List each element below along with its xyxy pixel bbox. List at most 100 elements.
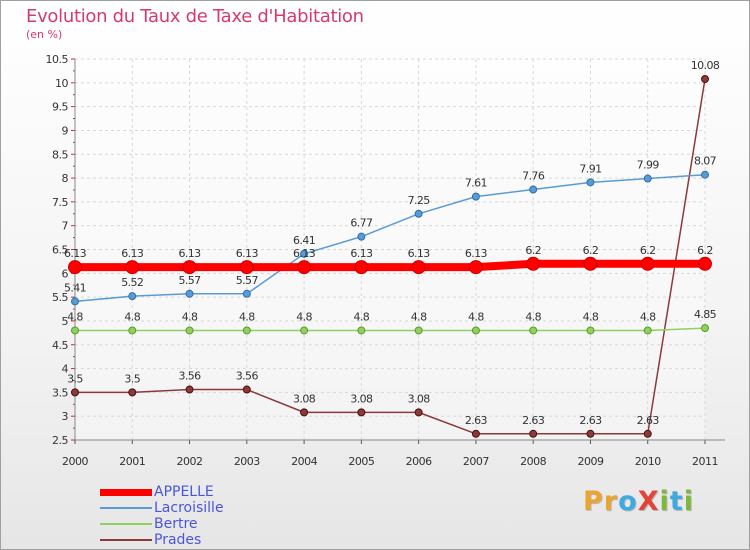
legend-swatch [100,539,152,541]
data-label-prades: 3.08 [408,392,431,405]
data-label-prades: 3.5 [67,372,83,385]
data-point-lacroisille [357,232,366,241]
data-point-lacroisille [71,297,79,306]
chart-subtitle: (en %) [26,28,63,41]
data-label-bertre: 4.8 [296,310,312,323]
data-label-appelle: 6.13 [350,247,373,260]
y-tick-label: 10 [55,77,68,90]
data-label-prades: 3.5 [124,372,140,385]
data-point-prades [71,388,79,397]
data-labels: 6.13 6.13 6.13 6.13 6.13 6.13 6.13 6.13 6.2 6.2 6.… [64,59,720,427]
legend-label: Bertre [154,516,198,532]
y-tick-label: 7.5 [52,196,68,209]
data-label-lacroisille: 7.25 [408,194,431,207]
data-label-prades: 3.08 [293,392,316,405]
data-label-lacroisille: 8.07 [694,155,717,168]
data-point-appelle [411,260,426,275]
y-tick-label: 2.5 [52,434,68,447]
x-tick-label: 2000 [62,455,88,468]
x-tick-label: 2008 [520,455,546,468]
y-tick-label: 6 [62,267,69,280]
data-label-prades: 10.08 [691,59,720,72]
x-tick-label: 2002 [177,455,203,468]
data-label-lacroisille: 7.91 [579,162,601,175]
data-point-appelle [698,256,712,271]
logo-letter: X [637,486,660,517]
data-label-lacroisille: 5.52 [121,276,143,289]
data-label-appelle: 6.2 [583,244,599,257]
data-point-lacroisille [300,249,309,258]
data-point-prades [185,385,194,394]
data-point-appelle [468,260,483,275]
data-point-bertre [643,326,652,335]
data-label-prades: 2.63 [637,414,660,427]
data-point-appelle [297,260,312,275]
data-point-appelle [583,256,598,271]
logo-letter: i [659,486,670,517]
legend-label: Lacroisille [154,500,224,516]
series-line-appelle [75,259,705,272]
x-tick-label: 2011 [692,455,718,468]
x-tick-label: 2009 [577,455,603,468]
data-point-appelle [526,256,541,271]
data-label-lacroisille: 7.99 [637,159,660,172]
data-point-bertre [414,326,423,335]
legend-swatch [100,523,152,525]
data-label-lacroisille: 5.57 [236,274,259,287]
data-point-lacroisille [643,174,652,183]
data-label-bertre: 4.8 [583,310,599,323]
logo-letter: o [618,486,638,517]
data-point-bertre [529,326,538,335]
data-label-appelle: 6.13 [293,247,316,260]
data-point-prades [643,429,652,438]
series-line-prades [75,78,706,435]
data-label-lacroisille: 5.57 [178,274,201,287]
data-point-prades [586,429,595,438]
y-tick-label: 3 [62,410,69,423]
x-tick-label: 2007 [463,455,489,468]
data-label-bertre: 4.8 [640,310,656,323]
data-label-lacroisille: 5.41 [64,281,86,294]
data-label-appelle: 6.13 [465,247,488,260]
proxiti-logo: ProXiti [583,486,694,517]
y-tick-label: 7 [62,220,69,233]
data-point-prades [471,429,480,438]
data-label-prades: 2.63 [579,414,602,427]
x-tick-label: 2004 [291,455,317,468]
y-tick-label: 5 [62,315,69,328]
chart-title: Evolution du Taux de Taxe d'Habitation [26,6,364,27]
data-label-lacroisille: 6.41 [293,234,315,247]
data-label-appelle: 6.13 [64,247,87,260]
grid [74,58,706,441]
data-label-appelle: 6.2 [697,244,713,257]
data-label-prades: 3.08 [350,392,373,405]
y-tick-label: 10.5 [46,53,69,66]
series-line-lacroisille [74,173,706,303]
data-label-appelle: 6.13 [121,247,144,260]
data-label-prades: 3.56 [178,370,201,383]
data-point-prades [300,408,309,417]
data-label-prades: 2.63 [522,414,545,427]
data-point-appelle [640,256,655,271]
x-tick-label: 2010 [635,455,661,468]
logo-letter: r [603,486,619,517]
data-point-appelle [125,260,140,275]
data-point-lacroisille [471,192,480,201]
data-label-bertre: 4.8 [411,310,427,323]
data-point-lacroisille [242,289,251,298]
data-point-lacroisille [701,170,709,179]
data-label-bertre: 4.8 [239,310,255,323]
data-label-lacroisille: 7.76 [522,169,545,182]
x-tick-label: 2005 [348,455,374,468]
data-point-appelle [182,260,197,275]
x-tick-label: 2003 [234,455,260,468]
data-label-lacroisille: 7.61 [465,177,487,190]
data-point-lacroisille [128,292,137,301]
data-point-appelle [68,260,82,275]
y-tick-label: 4 [62,363,69,376]
legend-label: Prades [154,532,202,548]
data-point-bertre [185,326,194,335]
data-point-prades [529,429,538,438]
data-point-prades [128,388,137,397]
